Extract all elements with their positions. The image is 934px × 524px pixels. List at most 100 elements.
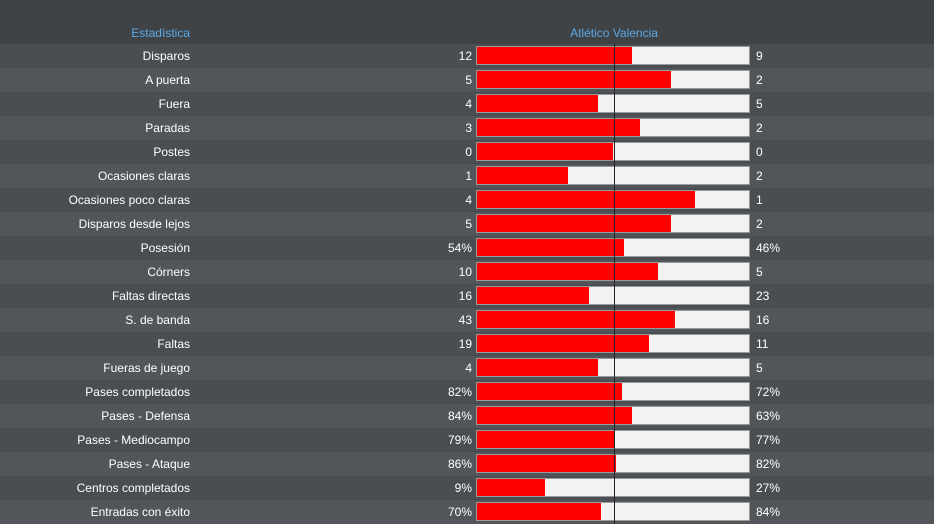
home-value: 3 [465,121,472,135]
home-share-fill [477,119,641,136]
home-share-fill [477,407,633,424]
home-share-fill [477,455,617,472]
home-share-fill [477,383,622,400]
home-value: 12 [458,49,472,63]
home-share-fill [477,431,615,448]
away-value: 2 [756,169,763,183]
stat-label: Pases - Mediocampo [77,433,190,447]
home-value: 19 [458,337,472,351]
stat-row: Fuera 4 5 [0,92,934,116]
home-share-fill [477,143,613,160]
stat-label: Entradas con éxito [90,505,190,519]
comparison-bar [476,214,750,233]
comparison-bar [476,430,750,449]
stat-row: Paradas 3 2 [0,116,934,140]
home-share-fill [477,287,589,304]
stat-row: Fueras de juego 4 5 [0,356,934,380]
away-value: 63% [756,409,781,423]
home-value: 84% [447,409,472,423]
comparison-bar [476,406,750,425]
home-team-name[interactable]: Atlético [570,26,610,40]
stat-row: Pases - Ataque 86% 82% [0,452,934,476]
comparison-bar [476,478,750,497]
stat-row: Centros completados 9% 27% [0,476,934,500]
home-value: 0 [465,145,472,159]
home-share-fill [477,503,601,520]
away-value: 16 [756,313,770,327]
comparison-bar [476,94,750,113]
home-share-fill [477,167,568,184]
stat-row: Faltas 19 11 [0,332,934,356]
stat-row: Ocasiones poco claras 4 1 [0,188,934,212]
home-share-fill [477,335,650,352]
comparison-bar [476,142,750,161]
stat-label: Paradas [145,121,190,135]
stat-label: Centros completados [76,481,190,495]
away-team-name[interactable]: Valencia [612,26,658,40]
stat-label: Ocasiones poco claras [68,193,190,207]
home-value: 70% [447,505,472,519]
away-value: 5 [756,361,763,375]
away-value: 82% [756,457,781,471]
home-value: 4 [465,97,472,111]
home-value: 5 [465,217,472,231]
away-value: 2 [756,121,763,135]
home-share-fill [477,71,672,88]
comparison-bar [476,382,750,401]
away-value: 84% [756,505,781,519]
away-value: 77% [756,433,781,447]
stat-column-header[interactable]: Estadística [131,26,190,40]
home-share-fill [477,263,659,280]
stat-label: Pases - Defensa [101,409,190,423]
stat-label: Pases completados [85,385,190,399]
teams-header: Atlético Valencia [476,26,752,40]
comparison-bar [476,286,750,305]
home-share-fill [477,215,672,232]
away-value: 2 [756,73,763,87]
comparison-bar [476,454,750,473]
center-divider [614,44,615,524]
comparison-bar [476,166,750,185]
stat-row: Disparos 12 9 [0,44,934,68]
comparison-bar [476,502,750,521]
home-value: 4 [465,193,472,207]
away-value: 5 [756,97,763,111]
comparison-bar [476,334,750,353]
comparison-bar [476,118,750,137]
home-value: 4 [465,361,472,375]
stat-row: S. de banda 43 16 [0,308,934,332]
stat-label: Posesión [140,241,190,255]
comparison-bar [476,262,750,281]
stat-label: Fueras de juego [103,361,190,375]
home-share-fill [477,191,695,208]
home-share-fill [477,479,545,496]
stat-row: Entradas con éxito 70% 84% [0,500,934,524]
stat-label: A puerta [145,73,190,87]
home-value: 1 [465,169,472,183]
comparison-bar [476,70,750,89]
home-value: 10 [458,265,472,279]
stat-row: A puerta 5 2 [0,68,934,92]
home-share-fill [477,95,598,112]
home-value: 9% [454,481,472,495]
stat-row: Faltas directas 16 23 [0,284,934,308]
stat-label: Faltas [157,337,190,351]
stat-row: Pases completados 82% 72% [0,380,934,404]
stat-row: Córners 10 5 [0,260,934,284]
away-value: 2 [756,217,763,231]
away-value: 11 [756,337,769,351]
home-share-fill [477,359,598,376]
away-value: 1 [756,193,763,207]
home-value: 82% [447,385,472,399]
comparison-bar [476,46,750,65]
stat-label: Fuera [158,97,190,111]
stat-label: Disparos desde lejos [78,217,190,231]
stat-label: Faltas directas [111,289,190,303]
stat-label: Postes [153,145,190,159]
comparison-bar [476,358,750,377]
stat-label: Pases - Ataque [108,457,190,471]
stat-row: Pases - Mediocampo 79% 77% [0,428,934,452]
stat-row: Pases - Defensa 84% 63% [0,404,934,428]
home-value: 43 [458,313,472,327]
away-value: 9 [756,49,763,63]
